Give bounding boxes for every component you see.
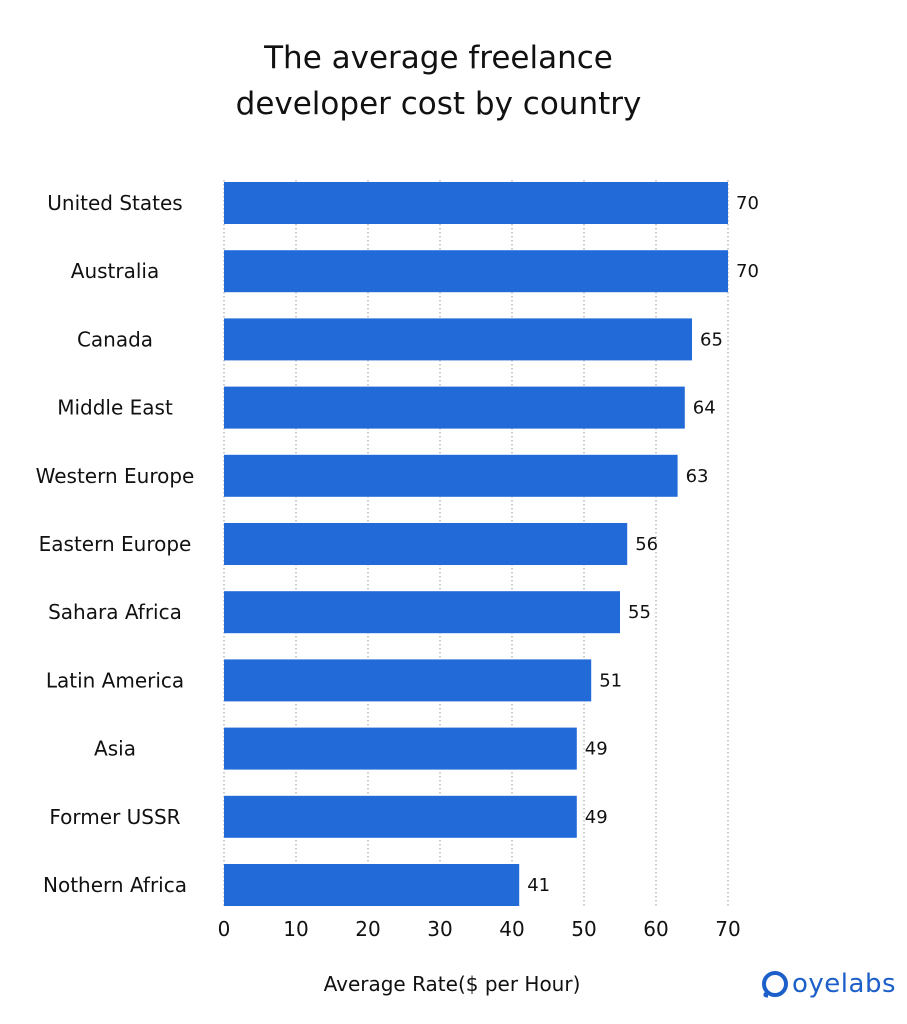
x-axis-label: Average Rate($ per Hour) (324, 972, 581, 996)
oyelabs-logo-icon (762, 971, 788, 998)
value-labels: 70 70 65 64 63 56 55 51 49 49 41 (527, 193, 759, 896)
bar (224, 659, 592, 702)
bar (224, 727, 577, 770)
category-labels: United States Australia Canada Middle East W… (36, 191, 195, 897)
value-label: 70 (736, 193, 759, 214)
bar (224, 454, 678, 497)
x-tick-label: 0 (218, 917, 231, 941)
value-label: 49 (585, 739, 608, 760)
bar (224, 864, 520, 906)
value-label: 56 (635, 534, 658, 555)
bar (224, 250, 728, 293)
grid-lines (223, 180, 729, 906)
x-tick-label: 20 (355, 917, 380, 941)
category-label: Canada (77, 327, 153, 351)
category-label: Middle East (57, 396, 173, 420)
x-tick-label: 10 (283, 917, 308, 941)
bar (224, 386, 685, 429)
category-label: Sahara Africa (48, 600, 182, 624)
value-label: 49 (585, 807, 608, 828)
bar (224, 182, 728, 224)
category-label: Latin America (46, 668, 184, 692)
value-label: 64 (693, 398, 716, 419)
value-label: 41 (527, 875, 550, 896)
category-label: Australia (71, 259, 159, 283)
category-label: Eastern Europe (39, 532, 192, 556)
bars (224, 182, 728, 906)
bar (224, 591, 620, 634)
chart-title-line-1: The average freelance (264, 40, 613, 76)
x-tick-labels: 0 10 20 30 40 50 60 70 (218, 917, 741, 941)
x-tick-label: 60 (643, 917, 668, 941)
x-tick-label: 70 (715, 917, 740, 941)
category-label: Nothern Africa (43, 873, 187, 897)
value-label: 55 (628, 602, 651, 623)
category-label: Western Europe (36, 464, 195, 488)
x-tick-label: 40 (499, 917, 524, 941)
category-label: United States (47, 191, 182, 215)
value-label: 70 (736, 261, 759, 282)
bar (224, 795, 577, 838)
brand-name: oyelabs (792, 969, 896, 999)
x-tick-label: 50 (571, 917, 596, 941)
chart-title-line-2: developer cost by country (235, 86, 642, 122)
value-label: 65 (700, 329, 723, 350)
x-tick-label: 30 (427, 917, 452, 941)
brand-logo: oyelabs (760, 964, 896, 1004)
value-label: 51 (599, 670, 622, 691)
value-label: 63 (686, 466, 709, 487)
category-label: Asia (94, 737, 136, 761)
bar (224, 318, 692, 361)
category-label: Former USSR (49, 805, 180, 829)
bar (224, 523, 628, 565)
